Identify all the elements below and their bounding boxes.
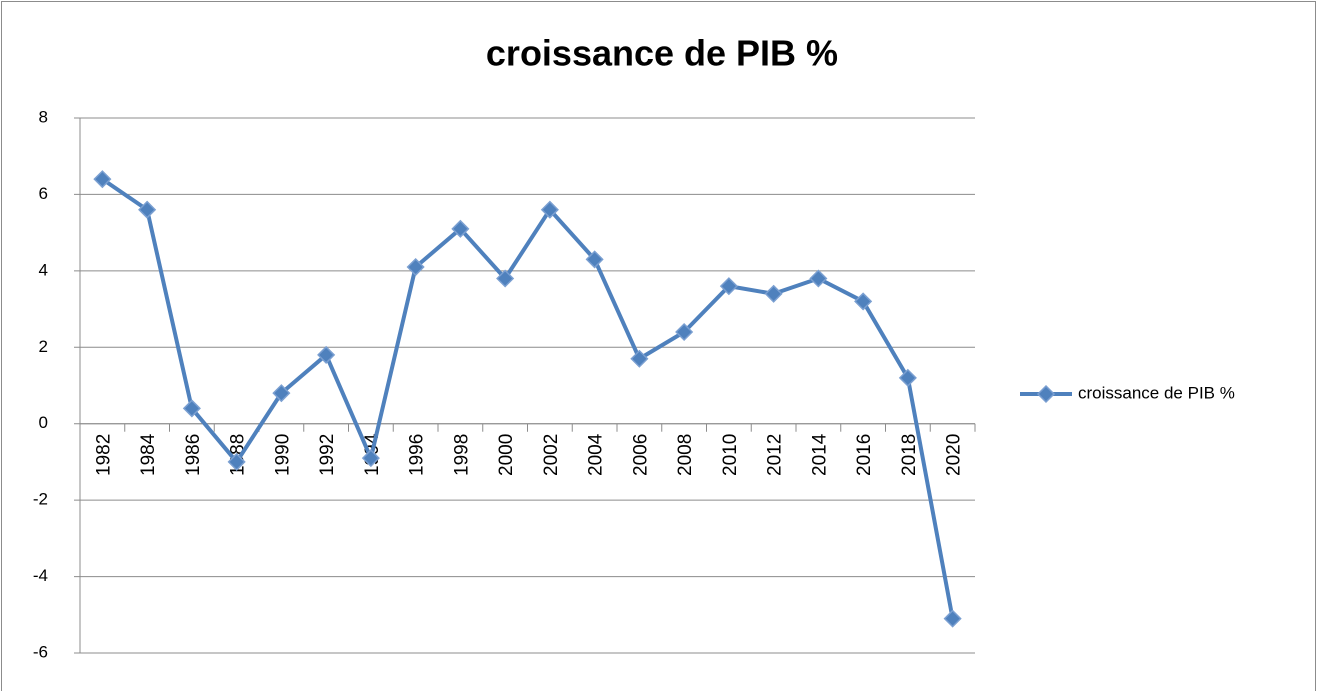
legend-label: croissance de PIB % [1078, 383, 1235, 402]
point [719, 277, 738, 296]
point [630, 349, 649, 368]
point [809, 269, 828, 288]
point [361, 449, 380, 468]
x-tick-label: 1984 [138, 433, 159, 476]
x-tick-label: 1986 [183, 434, 204, 476]
x-tick-label: 2006 [630, 434, 651, 476]
point [406, 257, 425, 277]
y-tick-label: 8 [39, 107, 48, 126]
point [182, 399, 201, 418]
y-tick-label: 2 [39, 337, 48, 356]
x-tick-label: 1990 [272, 434, 293, 476]
chart-title: croissance de PIB % [486, 33, 838, 74]
x-tick-label: 2008 [675, 434, 696, 476]
x-tick-label: 2014 [809, 433, 830, 476]
point [451, 219, 470, 238]
point [898, 368, 917, 387]
point [675, 322, 694, 342]
x-tick-label: 2000 [496, 434, 517, 476]
x-tick-label: 2004 [586, 433, 607, 476]
point [764, 284, 783, 303]
x-tick-label: 2002 [541, 434, 562, 476]
point [496, 269, 515, 288]
y-tick-label: 0 [39, 413, 48, 432]
x-tick-label: 1992 [317, 434, 338, 476]
y-tick-label: -6 [33, 642, 48, 661]
y-tick-label: -2 [33, 490, 48, 509]
x-tick-label: 2016 [854, 434, 875, 476]
point [585, 250, 604, 269]
y-tick-label: 6 [39, 184, 48, 203]
x-tick-label: 1996 [407, 434, 428, 476]
point [540, 200, 559, 219]
series-line [101, 177, 955, 619]
point [943, 609, 962, 628]
point [227, 452, 246, 471]
point [272, 384, 291, 403]
x-tick-label: 1982 [93, 434, 114, 476]
x-tick-label: 2020 [944, 434, 965, 476]
x-tick-label: 2018 [899, 434, 920, 476]
y-tick-label: 4 [39, 260, 48, 279]
point [854, 292, 873, 311]
x-tick-label: 2012 [765, 434, 786, 476]
point [93, 170, 112, 189]
x-tick-label: 2010 [720, 434, 741, 476]
x-tick-label: 1998 [451, 434, 472, 476]
point [138, 200, 157, 219]
legend-marker [1036, 384, 1056, 404]
y-tick-label: -4 [33, 566, 48, 585]
point [317, 345, 336, 364]
